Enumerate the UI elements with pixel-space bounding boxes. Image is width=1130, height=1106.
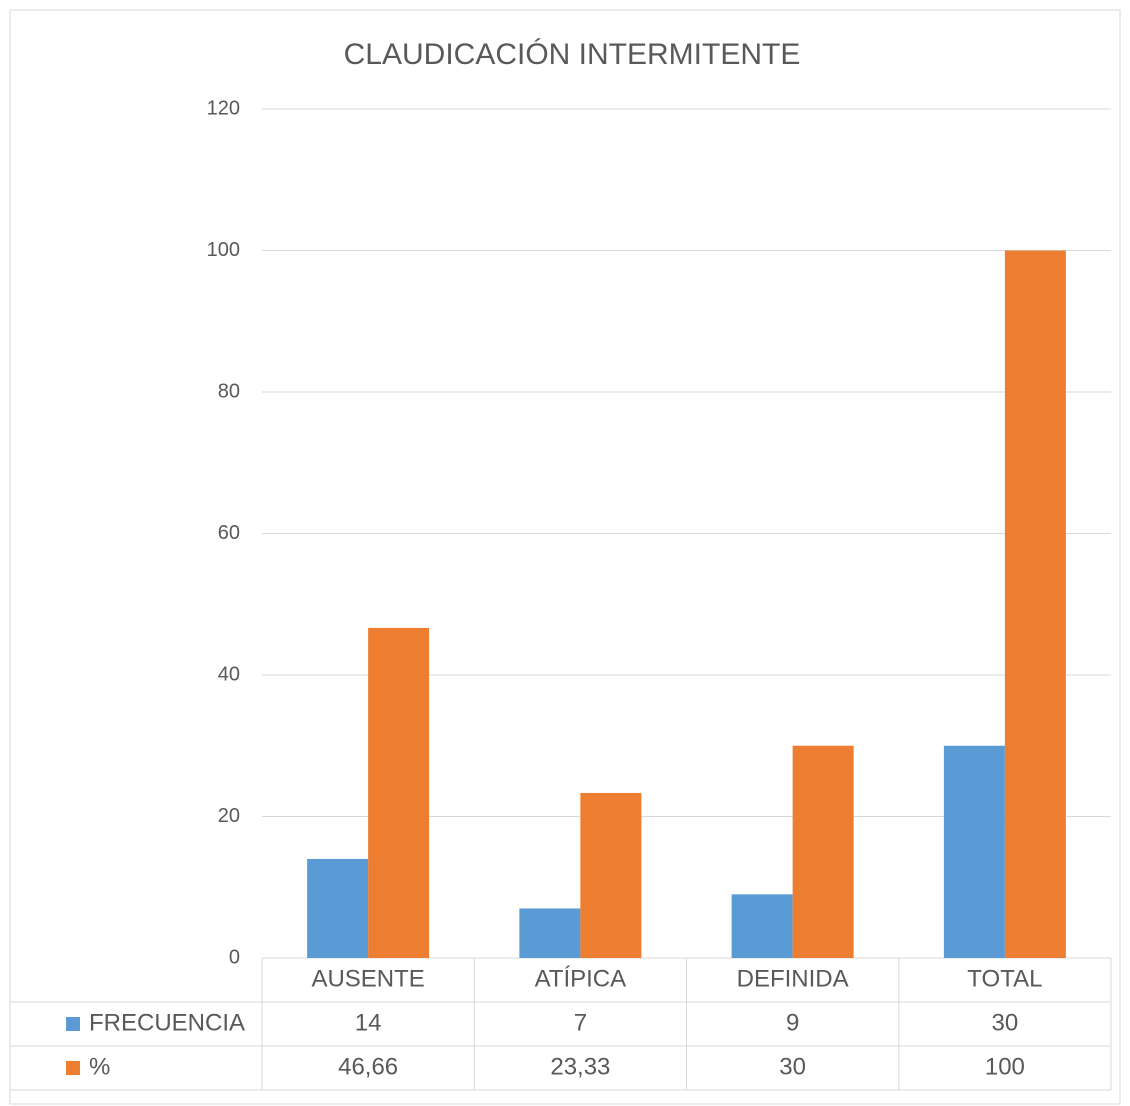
x-tick-label: DEFINIDA (737, 965, 849, 992)
bar (368, 627, 430, 958)
legend-label: FRECUENCIA (89, 1009, 245, 1036)
table-value: 46,66 (338, 1053, 398, 1080)
x-tick-label: AUSENTE (311, 965, 424, 992)
bar (519, 908, 581, 958)
y-tick-label: 60 (218, 522, 240, 544)
chart-title: CLAUDICACIÓN INTERMITENTE (344, 38, 801, 71)
table-value: 9 (786, 1009, 799, 1036)
y-tick-label: 120 (207, 97, 240, 119)
table-value: 14 (355, 1009, 382, 1036)
bar (580, 792, 642, 958)
y-tick-label: 0 (229, 946, 240, 968)
legend-key (66, 1017, 80, 1031)
bar (731, 894, 793, 958)
bar (1004, 250, 1066, 958)
table-value: 23,33 (550, 1053, 610, 1080)
y-tick-label: 100 (207, 239, 240, 261)
table-value: 30 (779, 1053, 806, 1080)
bar (943, 745, 1005, 958)
bar (792, 745, 854, 958)
table-value: 30 (992, 1009, 1019, 1036)
legend-label: % (89, 1053, 110, 1080)
table-value: 7 (574, 1009, 587, 1036)
table-value: 100 (985, 1053, 1025, 1080)
y-tick-label: 20 (218, 805, 240, 827)
y-tick-label: 40 (218, 663, 240, 685)
chart-border (9, 9, 1121, 1105)
x-tick-label: TOTAL (967, 965, 1042, 992)
legend-key (66, 1061, 80, 1075)
y-tick-label: 80 (218, 380, 240, 402)
x-tick-label: ATÍPICA (535, 965, 627, 992)
bar (307, 858, 369, 958)
